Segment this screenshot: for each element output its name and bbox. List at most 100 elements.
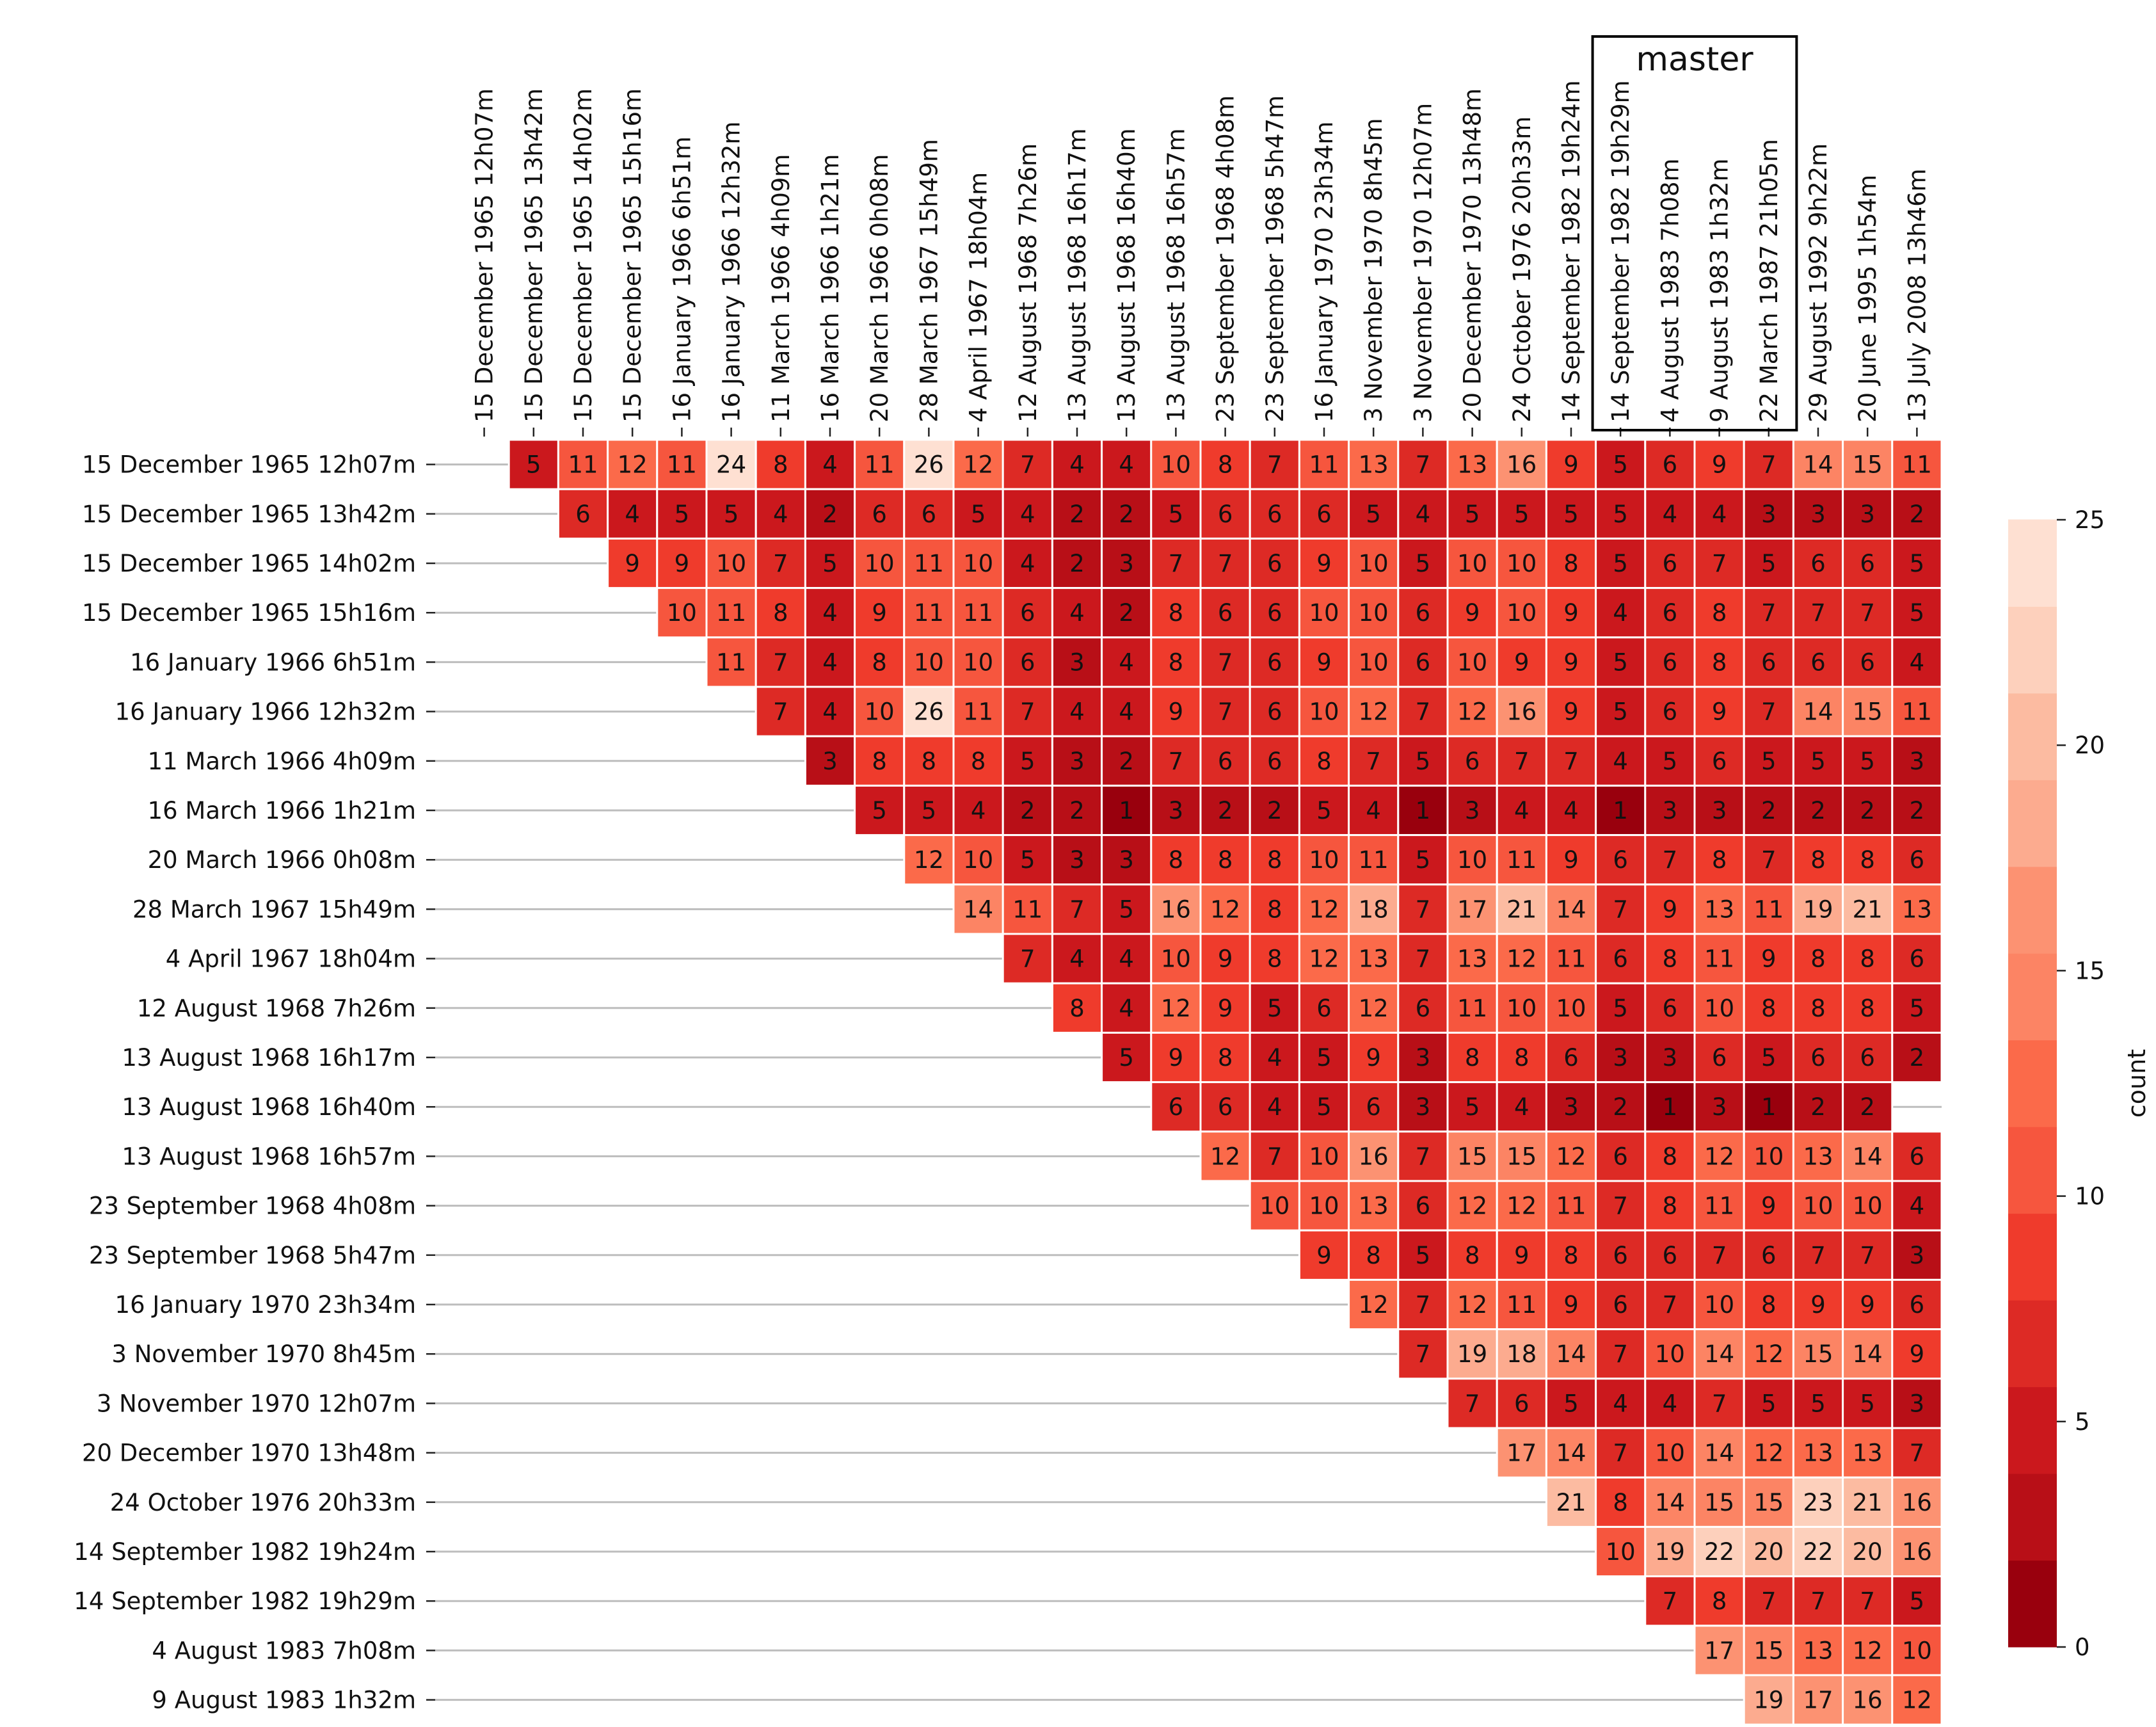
cell-value: 4 — [1910, 1193, 1925, 1220]
row-label: 13 August 1968 16h40m — [122, 1093, 416, 1121]
cell-value: 3 — [1563, 1093, 1579, 1121]
heatmap-cell — [1891, 1674, 1943, 1726]
cell-value: 5 — [1119, 896, 1134, 923]
cell-value: 15 — [1753, 1637, 1784, 1664]
heatmap-cell — [1298, 1130, 1350, 1182]
cell-value: 3 — [1810, 501, 1826, 528]
cell-value: 3 — [1663, 1044, 1678, 1072]
cell-value: 16 — [1902, 1489, 1932, 1516]
heatmap-cell — [1644, 982, 1696, 1034]
cell-value: 9 — [1514, 1242, 1529, 1269]
cell-value: 10 — [667, 599, 697, 627]
cell-value: 7 — [1613, 896, 1628, 923]
cell-value: 12 — [1506, 945, 1537, 973]
cell-value: 6 — [1910, 1291, 1925, 1319]
cell-value: 22 — [1803, 1538, 1833, 1566]
cell-value: 8 — [872, 748, 887, 775]
cell-value: 9 — [872, 599, 887, 627]
cell-value: 6 — [1860, 1044, 1875, 1072]
heatmap-cell — [1644, 1427, 1696, 1479]
heatmap-cell — [1397, 1229, 1449, 1281]
cell-value: 10 — [914, 648, 944, 676]
cell-value: 4 — [1020, 550, 1035, 577]
cell-value: 8 — [1316, 748, 1332, 775]
column-label: 20 December 1970 13h48m — [1459, 88, 1487, 422]
cell-value: 3 — [1416, 1093, 1431, 1121]
cell-value: 7 — [1663, 846, 1678, 874]
cell-value: 6 — [1218, 599, 1233, 627]
cell-value: 6 — [1563, 1044, 1579, 1072]
cell-value: 13 — [1359, 1193, 1389, 1220]
heatmap-cell — [1891, 488, 1943, 540]
cell-value: 2 — [1910, 1044, 1925, 1072]
cell-value: 11 — [1506, 846, 1537, 874]
cell-value: 8 — [1465, 1242, 1480, 1269]
cell-value: 7 — [1810, 599, 1826, 627]
cell-value: 7 — [1712, 1242, 1727, 1269]
heatmap-cell — [705, 587, 757, 639]
heatmap-cell — [1249, 735, 1300, 787]
cell-value: 3 — [1169, 797, 1184, 824]
column-label: 13 August 1968 16h17m — [1064, 128, 1091, 422]
heatmap-cell — [952, 834, 1004, 886]
cell-value: 1 — [1416, 797, 1431, 824]
cell-value: 11 — [716, 599, 746, 627]
cell-value: 6 — [1267, 501, 1282, 528]
heatmap-cell — [854, 587, 906, 639]
cell-value: 21 — [1556, 1489, 1586, 1516]
row-label: 20 December 1970 13h48m — [82, 1440, 416, 1467]
cell-value: 15 — [1803, 1340, 1833, 1368]
heatmap-cell — [1545, 1031, 1597, 1084]
cell-value: 8 — [1218, 1044, 1233, 1072]
row-label: 9 August 1983 1h32m — [152, 1687, 416, 1714]
cell-value: 2 — [1761, 797, 1777, 824]
cell-value: 2 — [1069, 501, 1085, 528]
cell-value: 10 — [1457, 550, 1487, 577]
heatmap-cell — [1545, 636, 1597, 688]
heatmap-cell — [1496, 587, 1547, 639]
cell-value: 14 — [1556, 896, 1586, 923]
cell-value: 3 — [822, 748, 838, 775]
heatmap-cell — [1842, 636, 1894, 688]
cell-value: 9 — [1910, 1340, 1925, 1368]
heatmap-cell — [1496, 1278, 1547, 1331]
cell-value: 7 — [1267, 1143, 1282, 1170]
cell-value: 6 — [1416, 1193, 1431, 1220]
column-label: 20 June 1995 1h54m — [1854, 175, 1881, 422]
cell-value: 12 — [1210, 1143, 1240, 1170]
cell-value: 10 — [1506, 550, 1537, 577]
heatmap-cell — [854, 488, 906, 540]
cell-value: 6 — [1810, 1044, 1826, 1072]
cell-value: 7 — [1169, 748, 1184, 775]
cell-value: 9 — [1465, 599, 1480, 627]
cell-value: 5 — [822, 550, 838, 577]
heatmap-cell — [1298, 537, 1350, 590]
colorbar-segment — [2008, 1040, 2057, 1127]
column-label: 29 August 1992 9h22m — [1805, 143, 1832, 422]
cell-value: 8 — [1069, 995, 1085, 1022]
cell-value: 9 — [1712, 698, 1727, 726]
colorbar-tick-label: 20 — [2075, 732, 2105, 759]
cell-value: 4 — [1563, 797, 1579, 824]
cell-value: 11 — [1506, 1291, 1537, 1319]
heatmap-cell — [1743, 1674, 1794, 1726]
cell-value: 2 — [1119, 501, 1134, 528]
heatmap-cell — [1002, 784, 1053, 837]
row-label: 23 September 1968 5h47m — [89, 1242, 416, 1269]
heatmap-cell — [1743, 1575, 1794, 1627]
cell-value: 3 — [1069, 648, 1085, 676]
cell-value: 18 — [1359, 896, 1389, 923]
heatmap-cell — [952, 784, 1004, 837]
cell-value: 11 — [1556, 1193, 1586, 1220]
colorbar-tick-label: 10 — [2075, 1183, 2105, 1210]
heatmap-cell — [1249, 488, 1300, 540]
cell-value: 9 — [1563, 698, 1579, 726]
heatmap-cell — [1891, 1427, 1943, 1479]
cell-value: 4 — [1119, 995, 1134, 1022]
cell-value: 8 — [773, 599, 788, 627]
cell-value: 3 — [1663, 797, 1678, 824]
cell-value: 10 — [963, 550, 993, 577]
heatmap-cell — [804, 686, 856, 737]
column-label: 23 September 1968 4h08m — [1212, 95, 1240, 422]
row-label: 13 August 1968 16h57m — [122, 1143, 416, 1170]
